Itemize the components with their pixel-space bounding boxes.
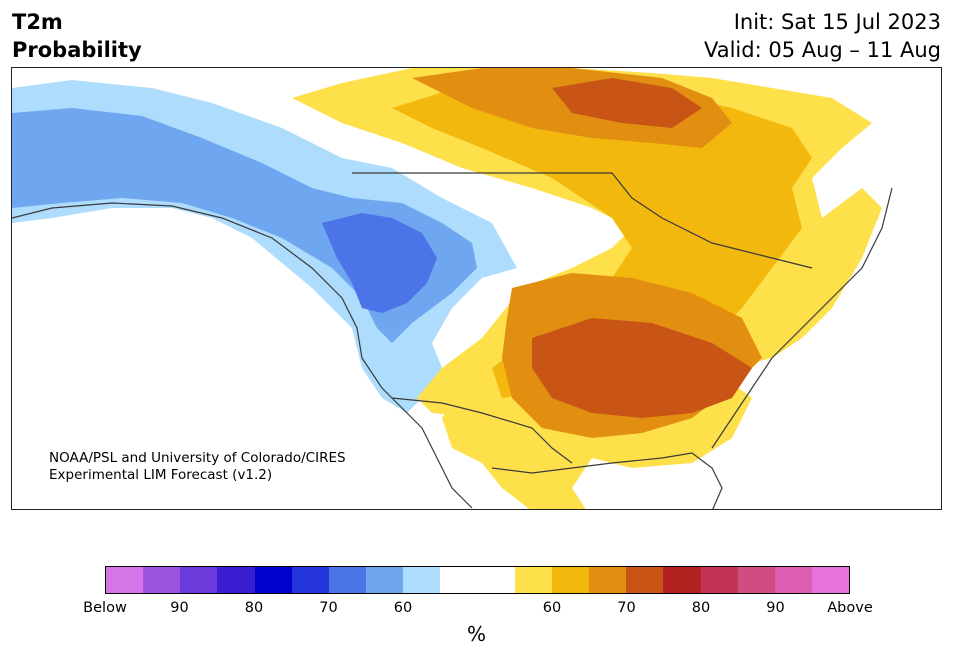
colorbar-cell <box>106 567 144 593</box>
colorbar-cell <box>663 567 701 593</box>
colorbar-tick-label: 70 <box>617 600 636 616</box>
us-mexico-border <box>391 397 573 464</box>
credit-line-2: Experimental LIM Forecast (v1.2) <box>49 467 273 483</box>
credit-line-1: NOAA/PSL and University of Colorado/CIRE… <box>49 450 346 466</box>
valid-range: Valid: 05 Aug – 11 Aug <box>703 38 941 62</box>
title-variable: T2m <box>12 10 63 34</box>
colorbar-cell <box>254 567 292 593</box>
coastline-east <box>711 187 893 449</box>
region-orange-90 <box>532 78 752 418</box>
colorbar-cell <box>403 567 441 593</box>
colorbar-tick-label: Above <box>827 600 873 616</box>
colorbar-tick-label: 60 <box>393 600 413 616</box>
coastlines <box>12 172 893 509</box>
colorbar-cell <box>217 567 255 593</box>
colorbar-tick-label: Below <box>83 600 127 616</box>
coastline-west <box>12 202 473 509</box>
colorbar-cell <box>626 567 664 593</box>
credit-text: NOAA/PSL and University of Colorado/CIRE… <box>49 450 346 484</box>
colorbar-tick-label: 90 <box>170 600 189 616</box>
colorbar-tick-label: 80 <box>244 600 264 616</box>
colorbar-cell <box>551 567 590 593</box>
colorbar-cell <box>737 567 775 593</box>
colorbar-cell <box>291 567 329 593</box>
colorbar-tick-label: 70 <box>319 600 338 616</box>
colorbar-cell <box>180 567 218 593</box>
title-subtitle: Probability <box>12 38 142 62</box>
region-blue-80 <box>322 213 437 313</box>
figure-title: T2m Probability <box>12 8 142 64</box>
colorbar-cell <box>440 567 478 593</box>
colorbar-cell <box>589 567 627 593</box>
init-date: Init: Sat 15 Jul 2023 <box>733 10 941 34</box>
colorbar-cell <box>143 567 181 593</box>
colorbar-unit: % <box>467 622 487 646</box>
colorbar-tick-label: 80 <box>691 600 711 616</box>
colorbar-cell <box>366 567 404 593</box>
colorbar-cell <box>477 567 515 593</box>
colorbar <box>105 566 850 594</box>
colorbar-cell <box>811 567 850 593</box>
coastline-gulf <box>491 452 723 509</box>
colorbar-tick-label: 90 <box>766 600 785 616</box>
colorbar-cell <box>700 567 738 593</box>
colorbar-tick-label: 60 <box>542 600 562 616</box>
map-canvas <box>12 68 893 509</box>
colorbar-cell <box>328 567 367 593</box>
forecast-map <box>11 67 942 510</box>
forecast-dates: Init: Sat 15 Jul 2023 Valid: 05 Aug – 11… <box>704 8 941 64</box>
colorbar-cell <box>774 567 812 593</box>
colorbar-cell <box>514 567 552 593</box>
us-canada-border <box>352 172 813 269</box>
